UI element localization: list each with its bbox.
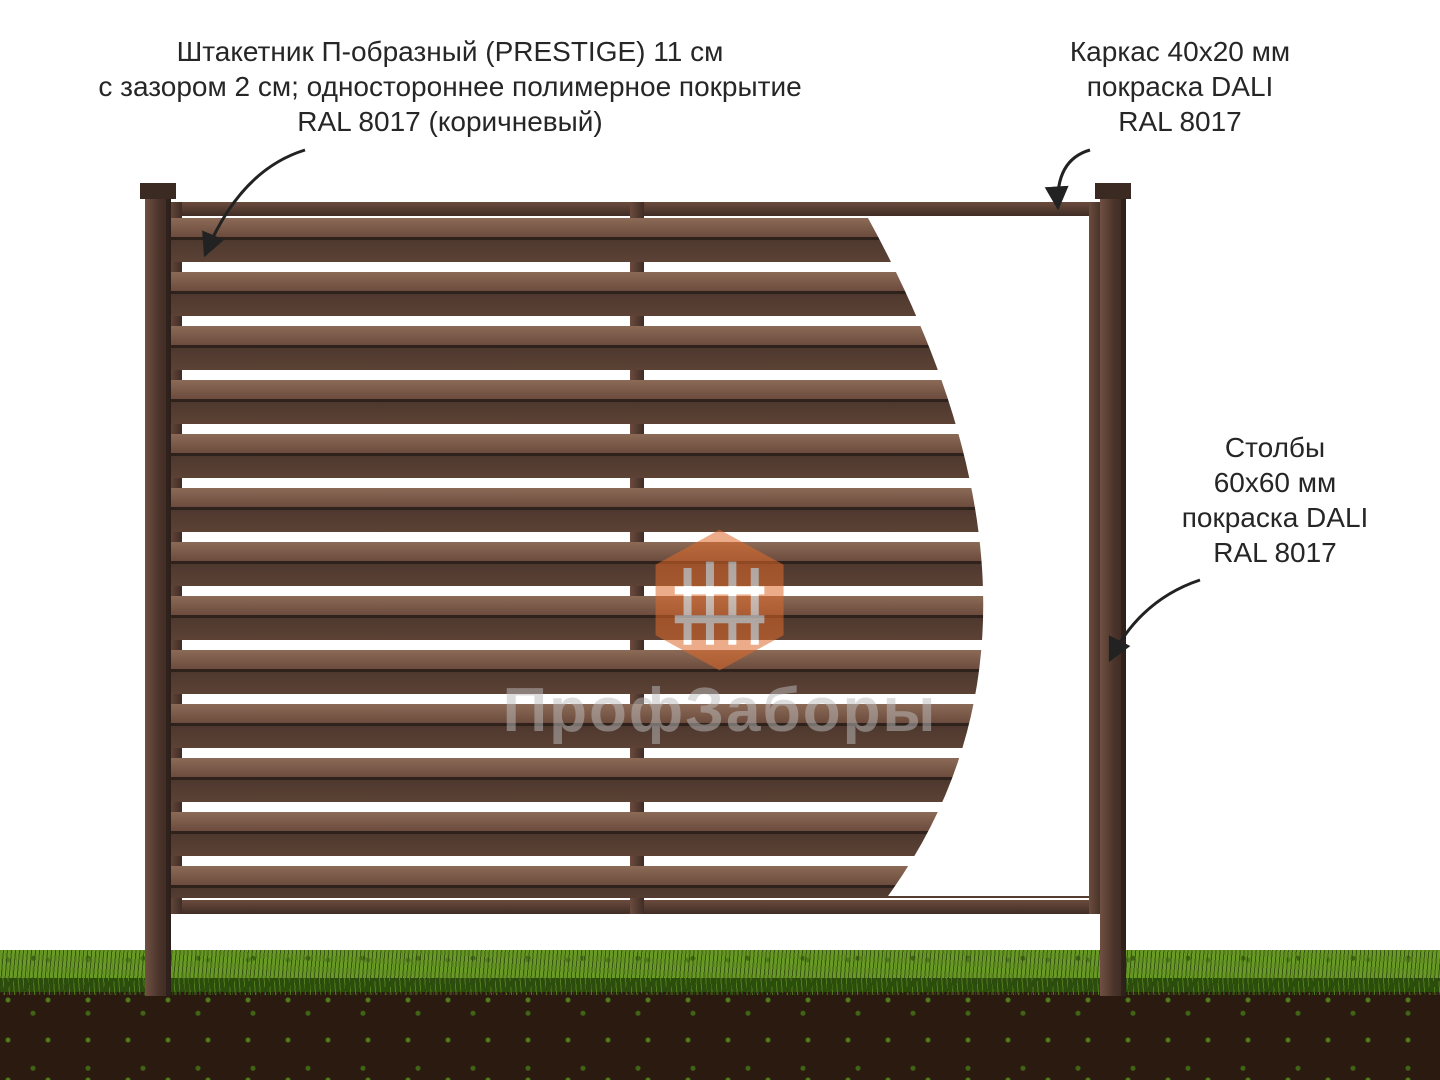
post-right-front (1100, 199, 1126, 996)
post-cap-left (140, 183, 176, 199)
anno-post-l1: Столбы (1150, 430, 1400, 465)
post-cap-right (1095, 183, 1131, 199)
anno-frame-l2: покраска DALI (1020, 69, 1340, 104)
anno-picket-l1: Штакетник П-образный (PRESTIGE) 11 см (70, 34, 830, 69)
anno-picket-l3: RAL 8017 (коричневый) (70, 104, 830, 139)
anno-frame: Каркас 40х20 мм покраска DALI RAL 8017 (1020, 34, 1340, 139)
anno-frame-l3: RAL 8017 (1020, 104, 1340, 139)
anno-frame-l1: Каркас 40х20 мм (1020, 34, 1340, 69)
cutaway-mask (168, 200, 1103, 914)
anno-post: Столбы 60х60 мм покраска DALI RAL 8017 (1150, 430, 1400, 570)
post-left-front (145, 199, 171, 996)
anno-post-l3: покраска DALI (1150, 500, 1400, 535)
anno-picket-l2: с зазором 2 см; одностороннее полимерное… (70, 69, 830, 104)
frame-rail-top-over (760, 202, 1103, 216)
anno-post-l4: RAL 8017 (1150, 535, 1400, 570)
anno-post-l2: 60х60 мм (1150, 465, 1400, 500)
frame-rail-bot-over (830, 900, 1103, 914)
diagram-stage: ПрофЗаборы Штакетник П-образный (PRESTIG… (0, 0, 1440, 1080)
anno-picket: Штакетник П-образный (PRESTIGE) 11 см с … (70, 34, 830, 139)
ground-strip (0, 950, 1440, 1080)
